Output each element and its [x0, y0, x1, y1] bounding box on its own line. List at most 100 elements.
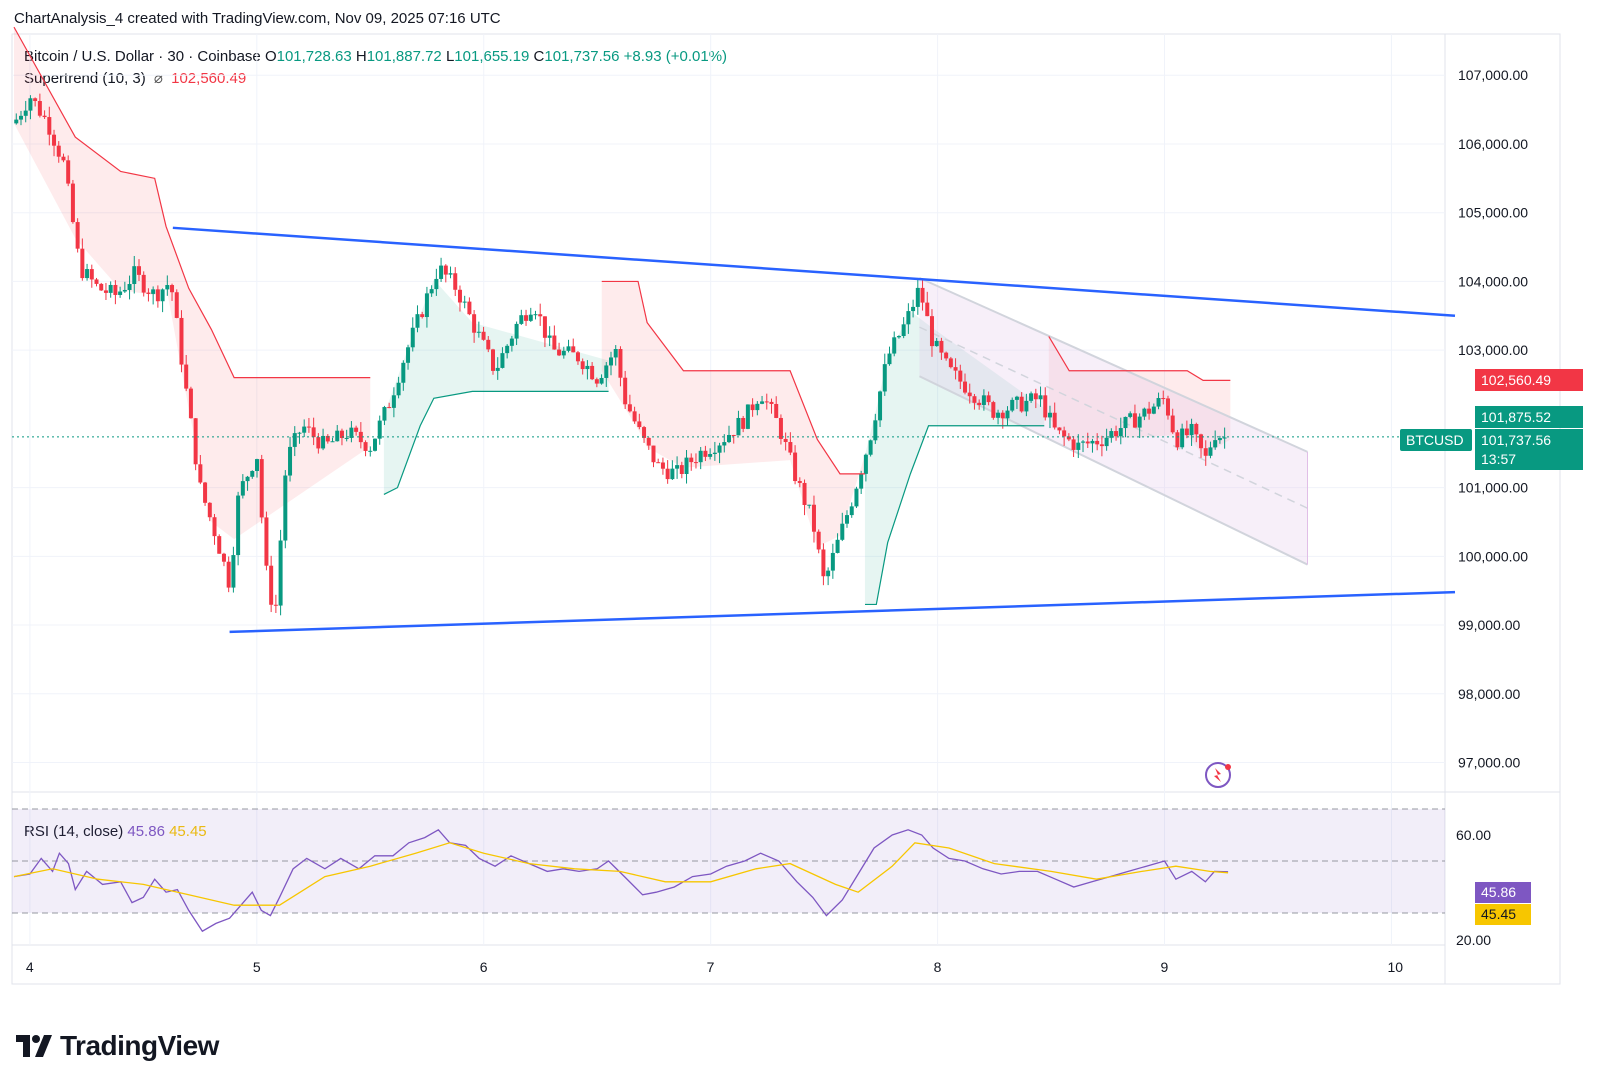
candle-body: [741, 417, 746, 429]
candle-body: [203, 482, 208, 503]
candle-body: [679, 465, 684, 474]
symbol-tag[interactable]: BTCUSD: [1400, 429, 1472, 451]
candle-body: [505, 345, 510, 354]
supertrend-down-line: [13, 26, 371, 379]
magic-spark-icon[interactable]: [1205, 762, 1231, 788]
candle-body: [793, 452, 798, 482]
candle-body: [670, 468, 675, 480]
symbol-label[interactable]: Bitcoin / U.S. Dollar · 30 · Coinbase: [24, 48, 261, 65]
candle-body: [1137, 416, 1142, 428]
candle-body: [722, 442, 727, 446]
candle-body: [712, 452, 717, 455]
candle-body: [1005, 410, 1010, 419]
candle-body: [316, 437, 321, 449]
tradingview-logo-text: TradingView: [60, 1030, 219, 1061]
candle-body: [1118, 428, 1123, 437]
candle-body: [486, 339, 491, 350]
candle-body: [594, 379, 599, 384]
candle-body: [882, 364, 887, 392]
trendline-lower[interactable]: [229, 590, 1456, 634]
candle-body: [802, 482, 807, 505]
candle-body: [967, 392, 972, 397]
candle-body: [1109, 431, 1114, 438]
candle-body: [372, 438, 377, 451]
candle-body: [18, 115, 23, 120]
price-legend: Bitcoin / U.S. Dollar · 30 · Coinbase O 1…: [24, 46, 727, 90]
last-price-tag: 101,737.56 13:57: [1475, 429, 1583, 470]
candle-body: [1104, 437, 1109, 447]
price-tick-label: 104,000.00: [1458, 273, 1528, 289]
candle-body: [618, 348, 623, 378]
candle-body: [660, 462, 665, 469]
time-tick-label: 5: [253, 959, 261, 975]
candle-body: [953, 367, 958, 371]
eye-off-icon[interactable]: ⌀: [153, 70, 163, 87]
candle-body: [934, 340, 939, 347]
trendline-upper[interactable]: [172, 226, 1456, 318]
candle-body: [1213, 440, 1218, 448]
supertrend-fill: [14, 27, 371, 540]
candle-body: [981, 395, 986, 406]
rsi-label[interactable]: RSI (14, close): [24, 823, 124, 840]
rsi-ma-value: 45.45: [169, 823, 207, 840]
candle-body: [745, 404, 750, 429]
candle-body: [354, 427, 359, 432]
candle-body: [1052, 412, 1057, 428]
candle-body: [52, 134, 57, 146]
candle-body: [519, 315, 524, 324]
candle-body: [811, 504, 816, 532]
candle-body: [467, 301, 472, 315]
candle-body: [226, 561, 231, 588]
candle-body: [85, 269, 90, 279]
candle-body: [391, 395, 396, 408]
candle-body: [1175, 432, 1180, 448]
candle-body: [28, 98, 33, 111]
candle-body: [807, 504, 812, 506]
ohlc-row[interactable]: Bitcoin / U.S. Dollar · 30 · Coinbase O 1…: [24, 46, 727, 68]
candle-body: [1132, 413, 1137, 428]
candle-body: [141, 274, 146, 293]
candle-body: [217, 536, 222, 554]
candle-body: [892, 337, 897, 354]
candle-body: [1208, 447, 1213, 456]
price-tick-label: 105,000.00: [1458, 205, 1528, 221]
candle-body: [731, 434, 736, 436]
tradingview-logo[interactable]: TradingView: [14, 1030, 219, 1062]
candle-body: [1014, 396, 1019, 400]
candle-body: [89, 269, 94, 280]
open-label: O: [264, 48, 277, 65]
candle-body: [325, 435, 330, 442]
channel-fill: [919, 277, 1308, 565]
supertrend-fill: [864, 311, 1045, 605]
candle-body: [708, 454, 713, 457]
time-tick-label: 7: [707, 959, 715, 975]
candle-body: [1128, 413, 1133, 417]
candle-body: [80, 248, 85, 279]
candle-body: [344, 437, 349, 439]
candle-body: [297, 432, 302, 434]
supertrend-label[interactable]: Supertrend (10, 3): [24, 70, 146, 87]
channel-upper-line[interactable]: [919, 277, 1308, 453]
supertrend-up-line: [383, 390, 609, 496]
candle-body: [387, 407, 392, 409]
candle-body: [1066, 436, 1071, 440]
candle-body: [736, 417, 741, 436]
candle-body: [797, 481, 802, 483]
candle-body: [349, 427, 354, 438]
supertrend-fill: [601, 281, 865, 547]
candle-body: [1095, 440, 1100, 445]
lightning-shape: [1214, 768, 1221, 782]
candle-body: [70, 183, 75, 223]
candle-body: [250, 470, 255, 477]
high-value: 101,887.72: [366, 48, 442, 65]
candle-body: [901, 324, 906, 337]
candle-body: [542, 316, 547, 338]
candle-body: [996, 412, 1001, 418]
rsi-legend[interactable]: RSI (14, close) 45.86 45.45: [24, 823, 207, 840]
candle-body: [56, 145, 61, 157]
candle-body: [717, 445, 722, 453]
candle-body: [500, 353, 505, 368]
candle-body: [424, 293, 429, 318]
supertrend-row[interactable]: Supertrend (10, 3) ⌀ 102,560.49: [24, 68, 727, 90]
